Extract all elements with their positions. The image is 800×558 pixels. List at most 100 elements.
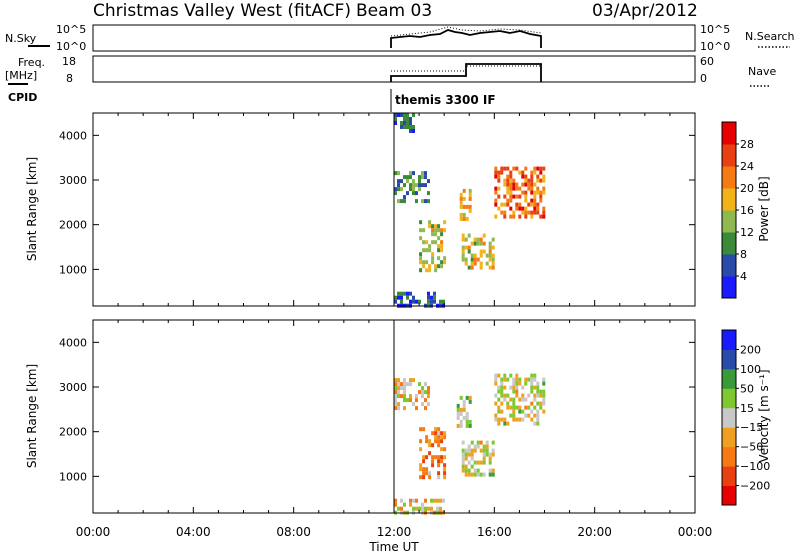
data-cell bbox=[425, 455, 429, 460]
data-cell bbox=[485, 452, 489, 457]
data-cell bbox=[465, 415, 469, 420]
data-cell bbox=[443, 455, 447, 460]
data-cell bbox=[494, 190, 498, 195]
data-cell bbox=[476, 440, 480, 445]
data-cell bbox=[464, 468, 468, 473]
data-cell bbox=[465, 216, 469, 221]
data-cell bbox=[518, 186, 522, 191]
data-cell bbox=[512, 401, 516, 406]
data-cell bbox=[427, 299, 430, 304]
data-cell bbox=[512, 182, 516, 187]
data-cell bbox=[512, 417, 516, 422]
data-cell bbox=[482, 456, 486, 461]
data-cell bbox=[524, 405, 528, 410]
data-cell bbox=[440, 439, 444, 444]
data-cell bbox=[424, 506, 427, 511]
data-cell bbox=[422, 455, 426, 460]
nsky-tick-top: 10^5 bbox=[56, 23, 86, 36]
data-cell bbox=[476, 472, 480, 477]
data-cell bbox=[403, 378, 406, 383]
data-cell bbox=[497, 421, 501, 426]
data-cell bbox=[440, 240, 444, 245]
data-cell bbox=[521, 206, 525, 211]
data-cell bbox=[476, 468, 480, 473]
data-cell bbox=[533, 377, 537, 382]
colorbar-swatch bbox=[722, 446, 736, 467]
data-cell bbox=[419, 467, 423, 472]
data-cell bbox=[424, 382, 427, 387]
data-cell bbox=[400, 382, 403, 387]
data-cell bbox=[533, 194, 537, 199]
data-cell bbox=[468, 204, 472, 209]
data-cell bbox=[509, 182, 513, 187]
data-cell bbox=[443, 475, 447, 480]
data-cell bbox=[442, 498, 445, 503]
data-cell bbox=[422, 240, 426, 245]
data-cell bbox=[500, 389, 504, 394]
data-cell bbox=[530, 381, 534, 386]
freq-tick-top: 18 bbox=[62, 55, 76, 68]
data-cell bbox=[409, 299, 412, 304]
data-cell bbox=[428, 439, 432, 444]
data-cell bbox=[506, 393, 510, 398]
data-cell bbox=[428, 475, 432, 480]
data-cell bbox=[394, 171, 397, 176]
velocity-colorbar: 200 100 50 15 −15 −50 −100 −200 bbox=[721, 329, 770, 506]
data-cell bbox=[400, 199, 403, 204]
data-cell bbox=[491, 265, 495, 270]
freq-unit: [MHz] bbox=[5, 69, 37, 82]
data-cell bbox=[470, 452, 474, 457]
data-cell bbox=[406, 179, 409, 184]
data-cell bbox=[494, 373, 498, 378]
colorbar-swatch bbox=[722, 466, 736, 486]
data-cell bbox=[497, 170, 501, 175]
data-cell bbox=[459, 200, 463, 205]
freq-panel bbox=[92, 55, 696, 83]
data-cell bbox=[394, 382, 397, 387]
data-cell bbox=[542, 190, 546, 195]
colorbar-swatch bbox=[722, 407, 736, 428]
x-tick-label: 00:00 bbox=[76, 525, 111, 539]
data-cell bbox=[533, 198, 537, 203]
data-cell bbox=[503, 166, 507, 171]
data-cell bbox=[394, 502, 397, 507]
colorbar-tick-label: −200 bbox=[740, 480, 770, 493]
data-cell bbox=[443, 431, 447, 436]
data-cell bbox=[503, 421, 507, 426]
data-cell bbox=[506, 174, 510, 179]
data-cell bbox=[527, 405, 531, 410]
data-cell bbox=[437, 431, 441, 436]
colorbar-swatch bbox=[722, 122, 736, 145]
data-cell bbox=[521, 174, 525, 179]
data-cell bbox=[530, 417, 534, 422]
data-cell bbox=[536, 381, 540, 386]
data-cell bbox=[518, 206, 522, 211]
data-cell bbox=[425, 471, 429, 476]
data-cell bbox=[530, 401, 534, 406]
data-cell bbox=[419, 228, 423, 233]
data-cell bbox=[412, 378, 415, 383]
nsky-right-tick-top: 10^5 bbox=[700, 23, 730, 36]
data-cell bbox=[467, 472, 471, 477]
data-cell bbox=[443, 220, 447, 225]
y-tick-label: 4000 bbox=[59, 129, 87, 142]
data-cell bbox=[412, 171, 415, 176]
data-cell bbox=[515, 417, 519, 422]
colorbar-tick-label: 16 bbox=[740, 204, 754, 217]
x-tick-label: 08:00 bbox=[276, 525, 311, 539]
data-cell bbox=[461, 448, 465, 453]
data-cell bbox=[539, 405, 543, 410]
data-cell bbox=[428, 224, 432, 229]
data-cell bbox=[524, 397, 528, 402]
data-cell bbox=[431, 228, 435, 233]
data-cell bbox=[542, 377, 546, 382]
data-cell bbox=[412, 299, 415, 304]
data-cell bbox=[430, 295, 433, 300]
data-cell bbox=[421, 171, 424, 176]
data-cell bbox=[503, 178, 507, 183]
data-cell bbox=[403, 183, 406, 188]
data-cell bbox=[422, 467, 426, 472]
data-cell bbox=[539, 166, 543, 171]
data-cell bbox=[488, 253, 492, 258]
station-title: Christmas Valley West (fitACF) bbox=[93, 1, 351, 21]
